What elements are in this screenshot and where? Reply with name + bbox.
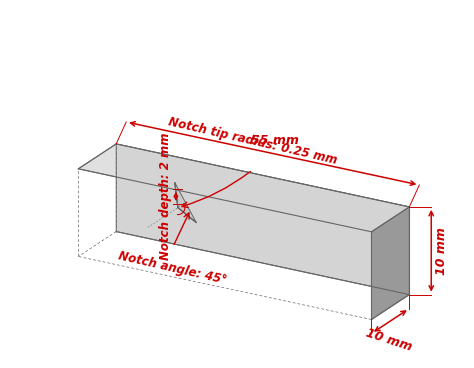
Text: 55 mm: 55 mm (251, 134, 299, 146)
Text: Notch depth: 2 mm: Notch depth: 2 mm (159, 132, 172, 260)
Text: Notch angle: 45°: Notch angle: 45° (118, 249, 228, 286)
Text: 10 mm: 10 mm (435, 227, 448, 275)
Text: 10 mm: 10 mm (364, 327, 413, 354)
Polygon shape (175, 183, 196, 222)
Text: Notch tip radius: 0.25 mm: Notch tip radius: 0.25 mm (167, 115, 338, 167)
Polygon shape (116, 144, 410, 294)
Polygon shape (175, 183, 196, 222)
Polygon shape (372, 207, 410, 319)
Polygon shape (78, 144, 410, 232)
Polygon shape (175, 183, 196, 222)
